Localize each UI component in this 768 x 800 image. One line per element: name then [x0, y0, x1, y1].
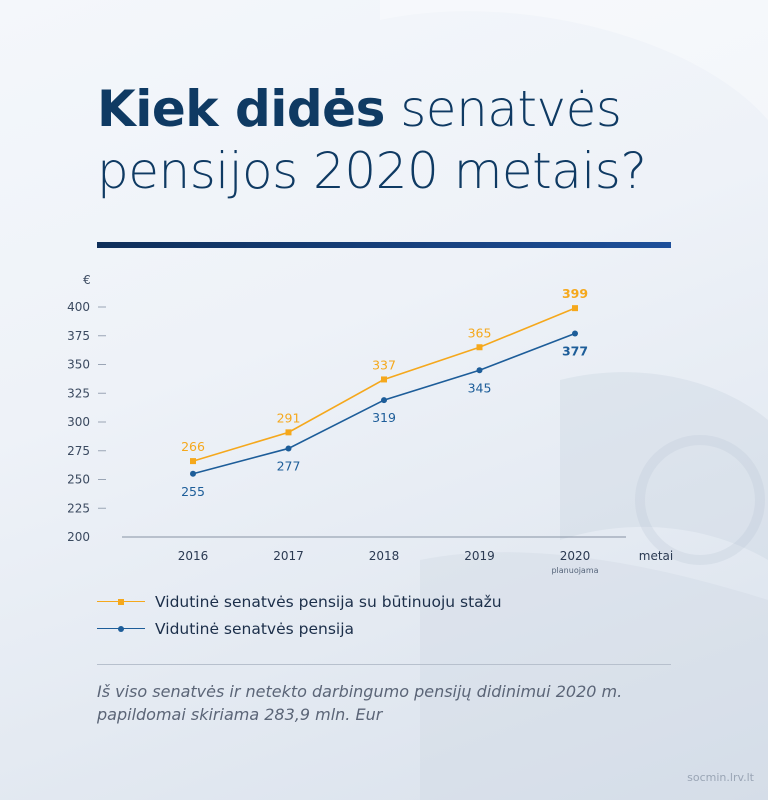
data-point-1-0 [190, 470, 196, 477]
legend-label-0: Vidutinė senatvės pensija su būtinuoju s… [155, 592, 502, 611]
legend-swatch-square-icon [97, 595, 145, 609]
source-url: socmin.lrv.lt [687, 771, 754, 784]
footnote: Iš viso senatvės ir netekto darbingumo p… [97, 682, 623, 724]
data-label-0-3: 365 [468, 325, 492, 340]
page-title: Kiek didės senatvės pensijos 2020 metais… [97, 78, 697, 202]
y-tick-label-6: 350 [67, 358, 90, 372]
y-tick-label-5: 325 [67, 386, 90, 400]
series-line-0 [192, 307, 576, 462]
data-point-1-3 [476, 367, 483, 374]
divider [97, 664, 671, 665]
data-label-0-1: 291 [277, 410, 301, 425]
legend-swatch-circle-icon [97, 622, 145, 636]
data-point-1-2 [381, 397, 387, 404]
data-label-1-2: 319 [372, 410, 396, 425]
data-label-0-0: 266 [181, 439, 205, 454]
data-point-0-3 [476, 344, 483, 351]
title-bold: Kiek didės [97, 80, 385, 138]
y-tick-label-8: 400 [67, 300, 90, 314]
x-tick-sublabel-4: planuojama [551, 566, 598, 575]
y-tick-label-7: 375 [67, 329, 90, 343]
x-axis-label: metai [639, 549, 673, 563]
legend-item-0: Vidutinė senatvės pensija su būtinuoju s… [97, 588, 502, 615]
y-tick-label-1: 225 [67, 501, 90, 515]
data-label-1-0: 255 [181, 484, 205, 499]
title-underline [97, 242, 671, 248]
y-tick-label-3: 275 [67, 444, 90, 458]
line-chart: €200 225 250 275 300 325 350 375 400 2016 2017 2018… [67, 273, 673, 575]
x-tick-label-0: 2016 [178, 549, 209, 563]
y-tick-label-4: 300 [67, 415, 90, 429]
x-tick-label-3: 2019 [464, 549, 495, 563]
data-label-1-1: 277 [277, 458, 301, 473]
chart-legend: Vidutinė senatvės pensija su būtinuoju s… [97, 588, 502, 642]
data-point-0-2 [381, 376, 387, 383]
data-point-0-4 [572, 305, 578, 312]
legend-item-1: Vidutinė senatvės pensija [97, 615, 502, 642]
data-point-1-1 [285, 445, 292, 452]
data-label-1-3: 345 [468, 380, 492, 395]
series-line-1 [192, 332, 576, 475]
x-tick-label-1: 2017 [273, 549, 304, 563]
data-point-1-4 [572, 330, 578, 337]
title-rest: senatvės pensijos 2020 metais? [97, 80, 647, 200]
y-tick-label-0: 200 [67, 530, 90, 544]
y-tick-label-2: 250 [67, 473, 90, 487]
legend-label-1: Vidutinė senatvės pensija [155, 619, 355, 638]
data-point-0-0 [190, 458, 196, 465]
data-label-0-4: 399 [562, 286, 588, 301]
data-point-0-1 [285, 429, 292, 436]
x-tick-label-2: 2018 [369, 549, 400, 563]
x-tick-label-4: 2020 [560, 549, 591, 563]
y-axis-unit-label: € [83, 273, 91, 287]
data-label-1-4: 377 [562, 343, 588, 358]
data-label-0-2: 337 [372, 357, 396, 372]
